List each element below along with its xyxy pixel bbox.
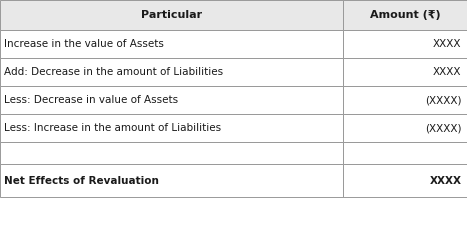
Text: Net Effects of Revaluation: Net Effects of Revaluation: [4, 175, 159, 186]
Bar: [0, 142, 343, 164]
Text: XXXX: XXXX: [429, 175, 461, 186]
Text: Less: Increase in the amount of Liabilities: Less: Increase in the amount of Liabilit…: [4, 123, 221, 133]
Text: XXXX: XXXX: [433, 67, 461, 77]
Bar: [343, 58, 467, 86]
Bar: [0, 0, 343, 30]
Bar: [343, 86, 467, 114]
Text: Less: Decrease in value of Assets: Less: Decrease in value of Assets: [4, 95, 178, 105]
Bar: [343, 164, 467, 197]
Bar: [0, 114, 343, 142]
Text: Particular: Particular: [141, 10, 202, 20]
Text: (XXXX): (XXXX): [425, 123, 461, 133]
Bar: [0, 58, 343, 86]
Text: (XXXX): (XXXX): [425, 95, 461, 105]
Bar: [0, 86, 343, 114]
Text: Add: Decrease in the amount of Liabilities: Add: Decrease in the amount of Liabiliti…: [4, 67, 223, 77]
Bar: [343, 142, 467, 164]
Text: Increase in the value of Assets: Increase in the value of Assets: [4, 39, 163, 49]
Bar: [343, 30, 467, 58]
Text: XXXX: XXXX: [433, 39, 461, 49]
Bar: [343, 114, 467, 142]
Text: Amount (₹): Amount (₹): [370, 10, 440, 20]
Bar: [343, 0, 467, 30]
Bar: [0, 164, 343, 197]
Bar: [0, 30, 343, 58]
